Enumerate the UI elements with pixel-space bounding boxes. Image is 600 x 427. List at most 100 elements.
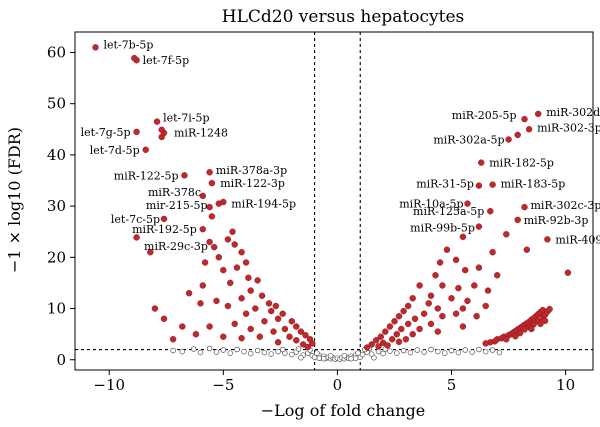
significant-point: [386, 323, 394, 330]
point-annotation: miR-205-5p: [452, 109, 517, 122]
chart-title: HLCd20 versus hepatocytes: [222, 7, 464, 27]
point-annotation: miR-1248: [174, 126, 228, 139]
non-significant-point: [348, 355, 354, 362]
significant-point: [487, 207, 494, 215]
non-significant-point: [247, 350, 254, 357]
significant-point: [377, 333, 384, 340]
significant-point: [564, 269, 572, 276]
non-significant-point: [407, 349, 414, 356]
non-significant-point: [421, 349, 427, 355]
y-tick-label: 10: [47, 300, 66, 318]
point-annotation: miR-122-3p: [220, 177, 285, 190]
significant-point: [512, 333, 519, 340]
significant-point: [242, 259, 250, 266]
significant-point: [475, 182, 483, 189]
non-significant-point: [341, 352, 348, 359]
significant-point: [272, 302, 279, 310]
x-tick-label: −10: [93, 376, 125, 394]
point-annotation: miR-122-5p: [114, 169, 179, 182]
point-annotation: miR-378a-3p: [216, 164, 287, 177]
significant-point: [293, 323, 300, 330]
significant-point: [293, 337, 300, 344]
significant-point: [215, 254, 223, 261]
significant-point: [302, 332, 309, 339]
significant-point: [245, 274, 252, 281]
significant-point: [528, 325, 535, 333]
point-annotation: miR-125a-5p: [413, 205, 484, 218]
significant-point: [432, 272, 439, 279]
point-annotation: let-7d-5p: [90, 144, 140, 157]
significant-point: [213, 297, 220, 305]
point-annotation: miR-182-5p: [489, 157, 554, 170]
significant-point: [181, 172, 188, 179]
point-annotation: miR-194-5p: [231, 198, 296, 211]
significant-point: [475, 264, 483, 271]
significant-point: [133, 128, 140, 136]
significant-point: [382, 328, 389, 335]
significant-point: [206, 238, 213, 246]
significant-point: [274, 339, 282, 346]
significant-point: [238, 295, 245, 302]
significant-point: [169, 336, 177, 343]
significant-point: [231, 241, 238, 248]
significant-point: [185, 290, 193, 297]
point-annotation: mir-215-5p: [146, 199, 208, 212]
significant-point: [425, 300, 432, 307]
non-significant-point: [394, 350, 400, 356]
significant-point: [455, 284, 462, 292]
axes: −10 −5 0 5 10 0 10 20 30 40 50 60: [47, 31, 594, 394]
significant-point: [133, 234, 140, 241]
significant-point: [220, 333, 227, 340]
significant-point: [402, 336, 410, 343]
non-significant-point: [455, 349, 462, 356]
point-annotation: miR-302d: [546, 106, 600, 119]
significant-point: [288, 318, 295, 325]
significant-point: [459, 323, 467, 330]
non-significant-point: [314, 350, 320, 356]
significant-point: [439, 282, 446, 289]
significant-point: [197, 300, 204, 307]
significant-point: [220, 266, 227, 274]
significant-point: [226, 279, 234, 287]
significant-point: [179, 323, 186, 330]
significant-point: [464, 200, 471, 207]
non-significant-point: [197, 349, 204, 356]
non-significant-point: [190, 346, 197, 352]
point-annotation: miR-192-5p: [132, 223, 197, 236]
non-significant-point: [268, 351, 274, 357]
significant-point: [192, 331, 200, 338]
significant-point: [368, 341, 375, 348]
significant-point: [224, 302, 232, 310]
y-tick-label: 40: [47, 146, 66, 164]
y-axis-label: −1 × log10 (FDR): [5, 127, 24, 273]
significant-point: [238, 335, 245, 342]
non-significant-point: [241, 348, 247, 355]
significant-point: [405, 320, 412, 328]
significant-point: [405, 302, 412, 310]
non-significant-point: [387, 348, 393, 354]
significant-point: [427, 292, 435, 299]
y-tick-label: 50: [47, 95, 66, 113]
significant-point: [489, 181, 496, 188]
non-significant-point: [320, 355, 327, 362]
significant-point: [375, 343, 382, 350]
non-significant-point: [327, 352, 334, 359]
significant-point: [270, 328, 277, 335]
significant-point: [206, 323, 213, 330]
non-significant-point: [368, 351, 375, 357]
significant-point: [210, 243, 218, 251]
non-significant-point: [261, 349, 268, 356]
significant-point: [265, 300, 273, 307]
significant-point: [279, 310, 286, 317]
point-annotation: miR-183-5p: [501, 178, 566, 191]
significant-point: [462, 266, 469, 274]
significant-point: [514, 216, 521, 224]
significant-point: [546, 305, 553, 313]
significant-point: [514, 131, 521, 139]
non-significant-point: [311, 354, 318, 360]
non-significant-point: [289, 351, 295, 358]
significant-point: [411, 315, 419, 322]
non-significant-point: [275, 348, 281, 355]
non-significant-point: [476, 346, 482, 353]
